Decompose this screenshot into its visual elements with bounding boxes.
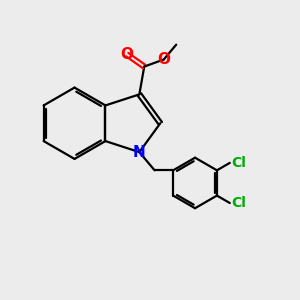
Text: O: O bbox=[121, 47, 134, 62]
Text: N: N bbox=[133, 145, 146, 160]
Text: Cl: Cl bbox=[231, 196, 246, 210]
Text: O: O bbox=[157, 52, 170, 67]
Text: Cl: Cl bbox=[231, 156, 246, 170]
